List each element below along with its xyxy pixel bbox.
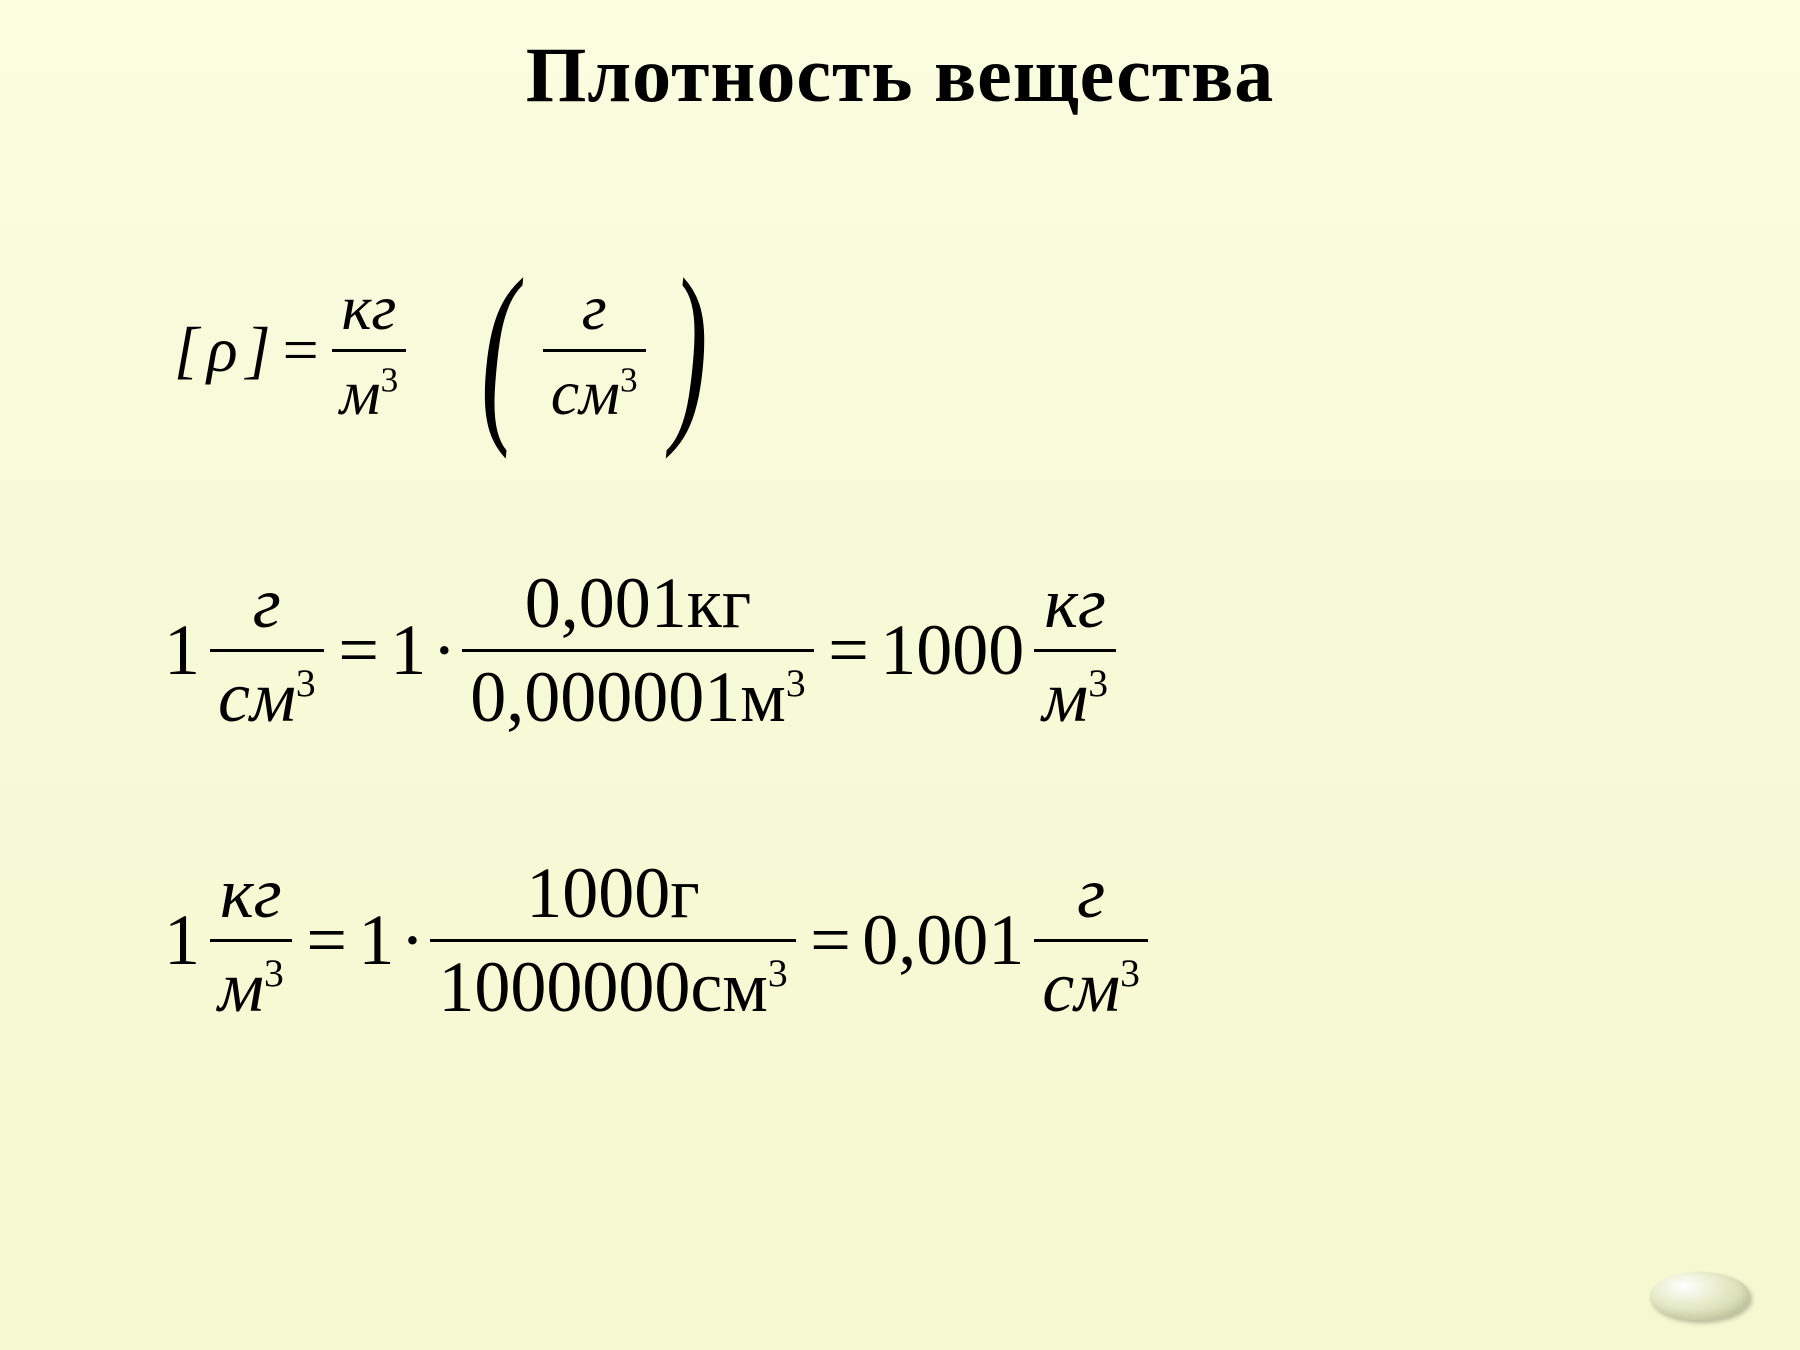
denominator: 0,000001м3 — [462, 654, 813, 741]
rho-symbol: ρ — [203, 318, 242, 382]
fraction-bar — [1034, 649, 1116, 652]
denominator: см3 — [543, 354, 646, 432]
equals-sign: = — [298, 904, 355, 976]
fraction-bar — [210, 649, 324, 652]
equals-sign: = — [802, 904, 859, 976]
coefficient: 0,001 — [858, 904, 1028, 976]
fraction-kg-per-m3: кг м3 — [332, 269, 406, 431]
fraction-bar — [462, 649, 813, 652]
numerator: 0,001кг — [517, 560, 760, 647]
page-title: Плотность вещества — [0, 0, 1800, 120]
numerator: кг — [333, 269, 404, 347]
close-paren: ) — [668, 250, 709, 450]
fraction-bar — [430, 939, 795, 942]
denominator: см3 — [210, 654, 324, 741]
coefficient: 1 — [160, 614, 204, 686]
fraction-rhs: г см3 — [1034, 850, 1148, 1031]
denominator: см3 — [1034, 944, 1148, 1031]
equation-kg-m3-to-g-cm3: 1 кг м3 = 1 · 1000г 1000000см3 = 0,001 г… — [160, 850, 1154, 1031]
fraction-bar — [210, 939, 292, 942]
fraction-bar — [332, 349, 406, 352]
fraction-rhs: кг м3 — [1034, 560, 1116, 741]
equals-sign: = — [820, 614, 877, 686]
fraction-lhs: г см3 — [210, 560, 324, 741]
numerator: 1000г — [518, 850, 708, 937]
numerator: г — [1069, 850, 1113, 937]
next-slide-button[interactable] — [1650, 1272, 1750, 1320]
equals-sign: = — [275, 318, 326, 382]
numerator: г — [574, 269, 615, 347]
fraction-g-per-cm3: г см3 — [543, 269, 646, 431]
denominator: 1000000см3 — [430, 944, 795, 1031]
multiplication-dot: · — [398, 904, 424, 976]
open-bracket: [ — [170, 318, 203, 382]
coefficient: 1 — [160, 904, 204, 976]
fraction-middle: 0,001кг 0,000001м3 — [462, 560, 813, 741]
coefficient: 1 — [354, 904, 398, 976]
open-paren: ( — [479, 250, 520, 450]
fraction-bar — [1034, 939, 1148, 942]
numerator: кг — [212, 850, 290, 937]
equals-sign: = — [330, 614, 387, 686]
coefficient: 1000 — [876, 614, 1028, 686]
numerator: г — [245, 560, 289, 647]
fraction-middle: 1000г 1000000см3 — [430, 850, 795, 1031]
numerator: кг — [1036, 560, 1114, 647]
coefficient: 1 — [386, 614, 430, 686]
fraction-bar — [543, 349, 646, 352]
equation-g-cm3-to-kg-m3: 1 г см3 = 1 · 0,001кг 0,000001м3 = 1000 … — [160, 560, 1122, 741]
multiplication-dot: · — [430, 614, 456, 686]
close-bracket: ] — [242, 318, 275, 382]
equation-units-definition: [ ρ ] = кг м3 ( г см3 ) — [170, 250, 726, 450]
fraction-lhs: кг м3 — [210, 850, 292, 1031]
denominator: м3 — [210, 944, 292, 1031]
denominator: м3 — [1034, 654, 1116, 741]
denominator: м3 — [332, 354, 406, 432]
